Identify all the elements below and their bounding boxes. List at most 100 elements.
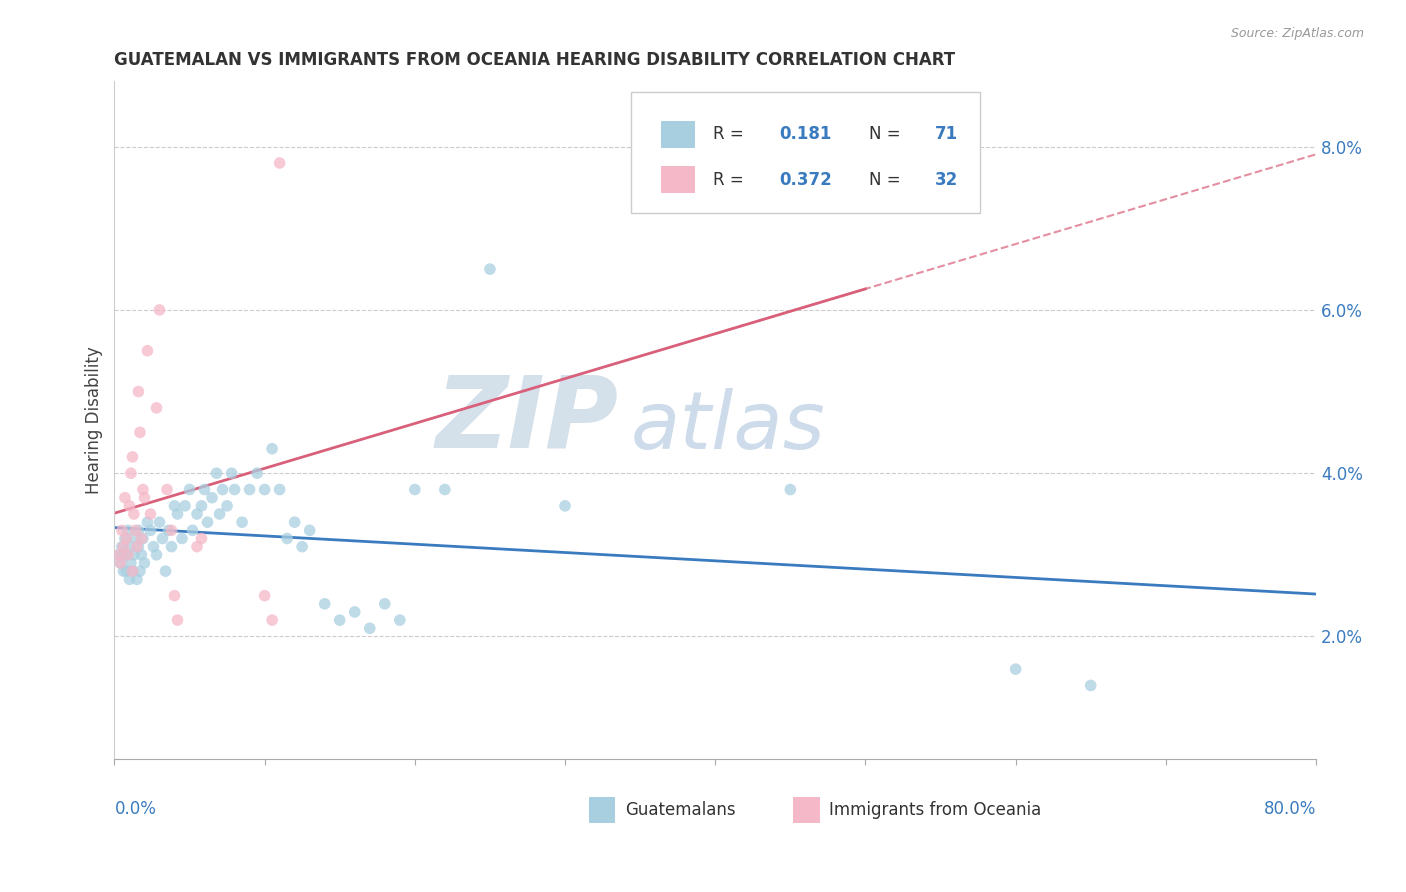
Text: GUATEMALAN VS IMMIGRANTS FROM OCEANIA HEARING DISABILITY CORRELATION CHART: GUATEMALAN VS IMMIGRANTS FROM OCEANIA HE…	[114, 51, 956, 69]
Point	[139, 507, 162, 521]
Point	[166, 613, 188, 627]
Point	[262, 613, 284, 627]
Point	[148, 302, 170, 317]
Point	[118, 540, 141, 554]
Text: 0.0%: 0.0%	[114, 799, 156, 818]
Point	[152, 532, 174, 546]
Point	[122, 548, 145, 562]
Point	[132, 532, 155, 546]
Point	[129, 564, 152, 578]
Point	[211, 483, 233, 497]
Point	[298, 524, 321, 538]
Point	[136, 515, 159, 529]
Text: 71: 71	[935, 125, 959, 143]
Point	[142, 540, 165, 554]
FancyBboxPatch shape	[661, 120, 695, 147]
Text: R =: R =	[713, 125, 744, 143]
Point	[139, 524, 162, 538]
Point	[779, 483, 801, 497]
Point	[112, 540, 135, 554]
Point	[134, 556, 156, 570]
Y-axis label: Hearing Disability: Hearing Disability	[86, 346, 103, 494]
Text: 32: 32	[935, 170, 959, 188]
Point	[124, 524, 146, 538]
Point	[193, 483, 215, 497]
Point	[115, 532, 138, 546]
Point	[122, 507, 145, 521]
Point	[114, 491, 136, 505]
Point	[145, 401, 167, 415]
Point	[433, 483, 456, 497]
Point	[166, 507, 188, 521]
Text: 0.181: 0.181	[779, 125, 831, 143]
Text: N =: N =	[869, 125, 901, 143]
Point	[125, 540, 148, 554]
Point	[174, 499, 197, 513]
Point	[186, 507, 208, 521]
Point	[110, 556, 132, 570]
Point	[374, 597, 396, 611]
Text: ZIP: ZIP	[436, 372, 619, 468]
Point	[291, 540, 314, 554]
Point	[388, 613, 411, 627]
Point	[111, 524, 134, 538]
Point	[269, 483, 291, 497]
Text: R =: R =	[713, 170, 744, 188]
Point	[148, 515, 170, 529]
Point	[269, 156, 291, 170]
Point	[239, 483, 262, 497]
Point	[157, 524, 180, 538]
Point	[1080, 678, 1102, 692]
Point	[329, 613, 352, 627]
Point	[186, 540, 208, 554]
Point	[160, 524, 183, 538]
Point	[201, 491, 224, 505]
Point	[115, 564, 138, 578]
Point	[284, 515, 307, 529]
Point	[160, 540, 183, 554]
Point	[115, 548, 138, 562]
Point	[253, 483, 276, 497]
Point	[208, 507, 231, 521]
Point	[170, 532, 193, 546]
Point	[131, 548, 153, 562]
Text: 0.372: 0.372	[779, 170, 832, 188]
Point	[343, 605, 366, 619]
Point	[124, 532, 146, 546]
Point	[127, 384, 149, 399]
Text: atlas: atlas	[631, 388, 825, 466]
FancyBboxPatch shape	[793, 797, 820, 822]
Point	[108, 548, 131, 562]
Point	[314, 597, 336, 611]
Point	[118, 499, 141, 513]
Point	[478, 262, 501, 277]
Point	[197, 515, 219, 529]
Point	[205, 466, 228, 480]
Text: Guatemalans: Guatemalans	[626, 801, 735, 819]
Point	[117, 548, 139, 562]
Point	[134, 491, 156, 505]
Point	[112, 548, 135, 562]
Point	[190, 499, 212, 513]
Point	[129, 425, 152, 440]
Point	[246, 466, 269, 480]
Point	[1004, 662, 1026, 676]
Point	[163, 589, 186, 603]
Point	[276, 532, 298, 546]
Point	[163, 499, 186, 513]
Point	[108, 548, 131, 562]
Point	[127, 524, 149, 538]
Point	[155, 564, 177, 578]
Point	[121, 564, 143, 578]
Text: N =: N =	[869, 170, 901, 188]
Point	[136, 343, 159, 358]
Point	[114, 532, 136, 546]
Point	[118, 572, 141, 586]
Point	[231, 515, 253, 529]
Point	[404, 483, 426, 497]
Point	[125, 572, 148, 586]
Point	[224, 483, 246, 497]
Point	[117, 524, 139, 538]
Point	[145, 548, 167, 562]
Point	[253, 589, 276, 603]
